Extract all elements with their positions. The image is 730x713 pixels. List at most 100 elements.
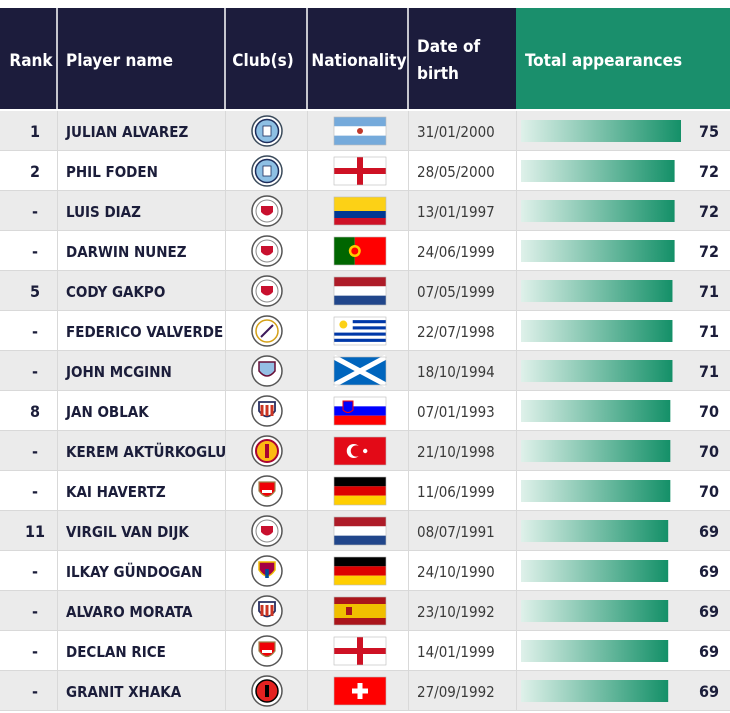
column-divider [516,351,517,391]
column-divider [57,511,58,551]
date-of-birth-cell: 08/07/1991 [417,523,495,541]
appearance-bar [521,600,669,622]
column-divider [307,231,308,271]
column-divider [516,551,517,591]
column-divider [225,231,226,271]
row-divider [0,630,730,631]
uruguay-flag-icon [333,316,387,346]
rank-cell: - [32,242,38,261]
column-divider [225,551,226,591]
header-rank: Rank [9,51,53,71]
player-name-cell: GRANIT XHAKA [66,683,182,701]
appearances-value: 72 [699,242,719,261]
column-divider [225,111,226,151]
player-name-cell: PHIL FODEN [66,163,158,181]
table-row: 2 PHIL FODEN 28/05/2000 72 [0,151,730,191]
date-of-birth-cell: 22/07/1998 [417,323,495,341]
table-body: 1 JULIAN ALVAREZ 31/01/2000 75 2 PHIL FODEN 28… [0,111,730,711]
liverpool-crest-icon [251,195,283,227]
column-divider [57,431,58,471]
turkey-flag-icon [333,436,387,466]
header-clubs: Club(s) [232,51,293,71]
column-divider [408,231,409,271]
date-of-birth-cell: 13/01/1997 [417,203,495,221]
netherlands-flag-icon [333,516,387,546]
column-divider [57,151,58,191]
player-name-cell: VIRGIL VAN DIJK [66,523,189,541]
row-divider [0,350,730,351]
table-row: 1 JULIAN ALVAREZ 31/01/2000 75 [0,111,730,151]
row-divider [0,150,730,151]
column-divider [57,471,58,511]
arsenal-crest-icon [251,475,283,507]
column-divider [307,671,308,711]
column-divider [57,391,58,431]
appearances-value: 70 [699,402,719,421]
germany-flag-icon [333,556,387,586]
column-divider [408,111,409,151]
column-divider [225,311,226,351]
column-divider [408,391,409,431]
column-divider [516,151,517,191]
date-of-birth-cell: 28/05/2000 [417,163,495,181]
date-of-birth-cell: 18/10/1994 [417,363,495,381]
rank-cell: 5 [30,282,40,301]
appearance-bar [521,320,673,342]
column-divider [516,671,517,711]
column-divider [57,191,58,231]
appearances-value: 71 [699,362,719,381]
column-divider [307,391,308,431]
date-of-birth-cell: 27/09/1992 [417,683,495,701]
date-of-birth-cell: 14/01/1999 [417,643,495,661]
row-divider [0,230,730,231]
column-divider [57,631,58,671]
column-divider [408,151,409,191]
player-name-cell: KEREM AKTÜRKOGLU [66,442,226,461]
rank-cell: 1 [30,122,40,141]
appearance-bar [521,360,673,382]
row-divider [0,310,730,311]
column-divider [225,671,226,711]
column-divider [516,631,517,671]
table-row: 11 VIRGIL VAN DIJK 08/07/1991 69 [0,511,730,551]
column-divider [225,511,226,551]
atletico-madrid-crest-icon [251,395,283,427]
column-divider [516,511,517,551]
appearances-value: 69 [699,682,719,701]
rank-cell: - [32,442,38,461]
column-divider [307,351,308,391]
slovenia-flag-icon [333,396,387,426]
column-divider [408,551,409,591]
appearance-bar [521,680,669,702]
portugal-flag-icon [333,236,387,266]
table-row: - GRANIT XHAKA 27/09/1992 69 [0,671,730,711]
date-of-birth-cell: 31/01/2000 [417,123,495,141]
rank-cell: 2 [30,162,40,181]
column-divider [225,191,226,231]
column-divider [307,431,308,471]
arsenal-crest-icon [251,635,283,667]
appearance-bar [521,160,675,182]
column-divider [408,631,409,671]
rank-cell: 11 [25,522,45,541]
row-divider [0,670,730,671]
appearances-value: 72 [699,162,719,181]
barcelona-crest-icon [251,555,283,587]
rank-cell: - [32,362,38,381]
row-divider [0,590,730,591]
header-date-of-birth-line2: birth [417,64,459,84]
column-divider [225,151,226,191]
column-divider [225,431,226,471]
appearances-value: 72 [699,202,719,221]
appearances-value: 75 [699,122,719,141]
germany-flag-icon [333,476,387,506]
appearances-value: 69 [699,602,719,621]
column-divider [516,311,517,351]
column-divider [307,111,308,151]
appearances-value: 69 [699,642,719,661]
england-flag-icon [333,156,387,186]
column-divider [408,591,409,631]
column-divider [57,231,58,271]
appearance-bar [521,560,669,582]
row-divider [0,270,730,271]
